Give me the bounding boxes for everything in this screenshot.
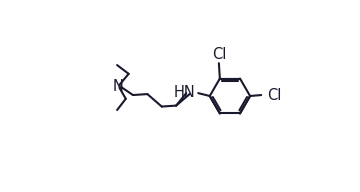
Text: HN: HN [174, 85, 195, 100]
Text: Cl: Cl [267, 88, 282, 103]
Text: Cl: Cl [212, 47, 226, 62]
Text: N: N [113, 79, 124, 94]
